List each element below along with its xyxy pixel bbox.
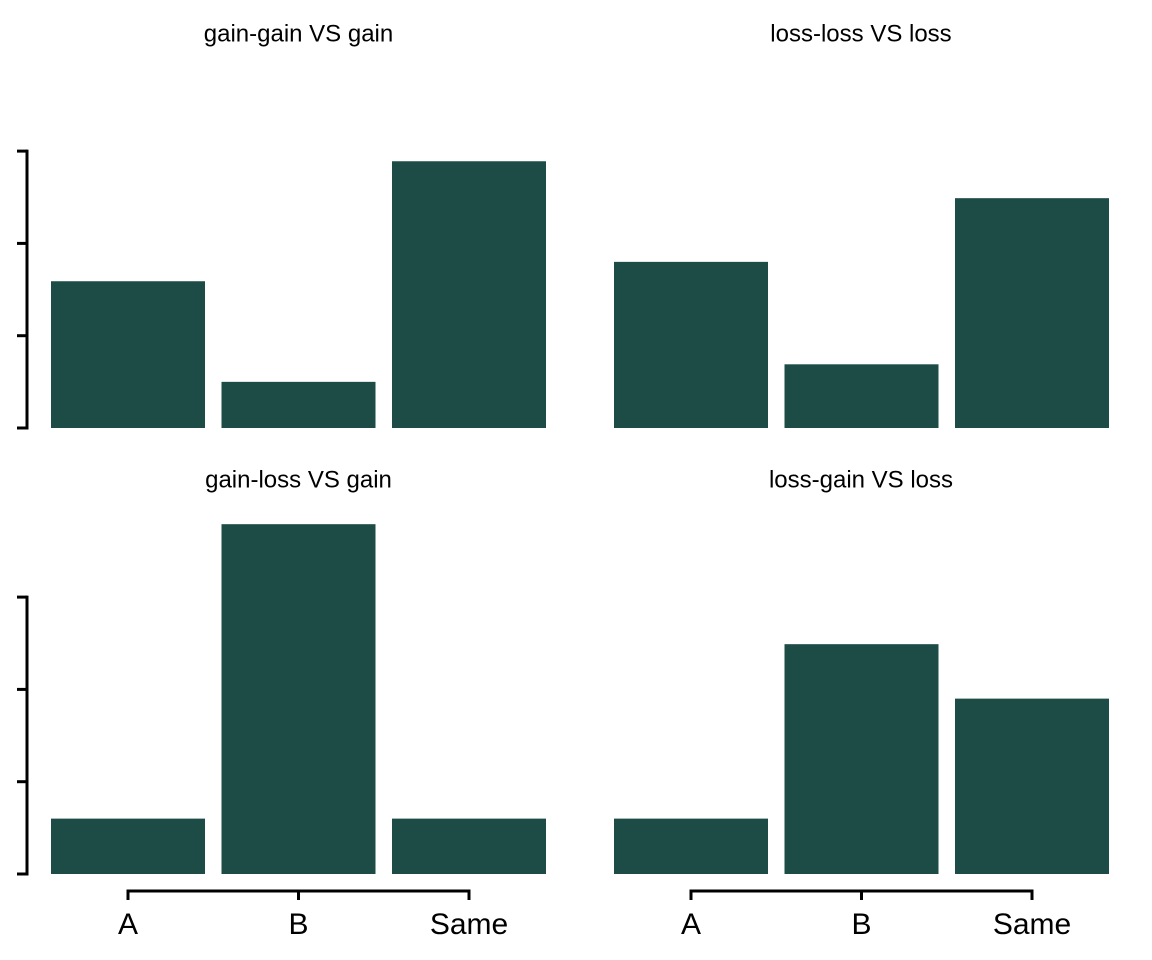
bar <box>784 644 939 874</box>
bar <box>955 698 1109 874</box>
bar <box>221 524 376 874</box>
panel-title: gain-gain VS gain <box>204 20 393 47</box>
bar <box>51 281 205 428</box>
panel-title: gain-loss VS gain <box>205 466 392 493</box>
panel-title: loss-loss VS loss <box>770 20 951 47</box>
bar <box>221 381 376 428</box>
x-tick-label: A <box>681 908 701 941</box>
x-tick-label: B <box>851 908 871 941</box>
panel-title: loss-gain VS loss <box>769 466 953 493</box>
x-tick-label: Same <box>993 908 1071 941</box>
bar <box>614 818 768 874</box>
bar <box>614 261 768 428</box>
bar <box>784 364 939 428</box>
x-tick-label: B <box>288 908 308 941</box>
bar <box>955 198 1109 428</box>
x-tick-label: A <box>118 908 138 941</box>
bar <box>392 818 546 874</box>
bar <box>51 818 205 874</box>
bar <box>392 161 546 429</box>
x-tick-label: Same <box>430 908 508 941</box>
